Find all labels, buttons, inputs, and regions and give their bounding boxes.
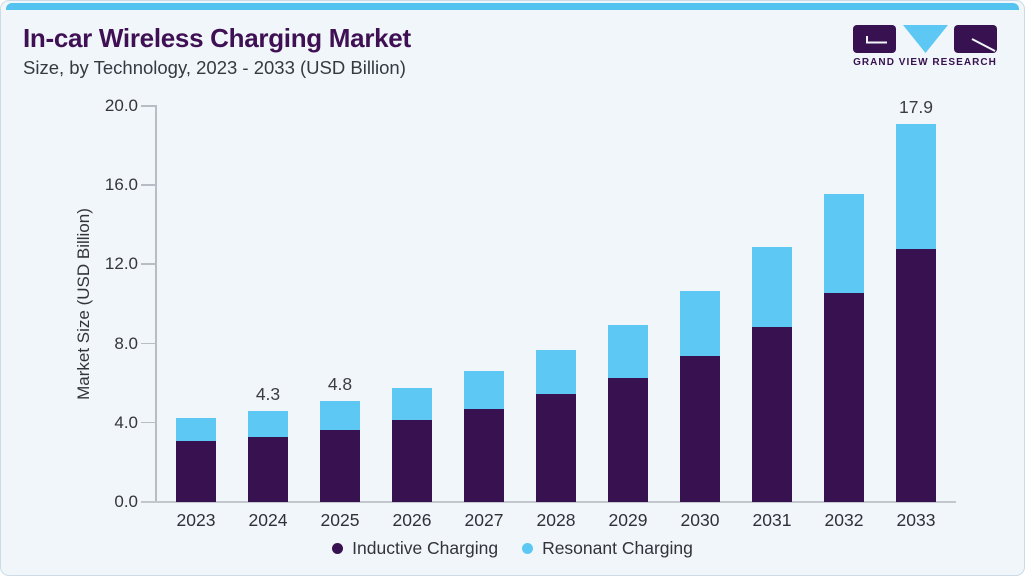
bar-segment-resonant-2033 (896, 124, 936, 249)
bar-segment-inductive-2031 (752, 326, 792, 502)
chart-legend: Inductive Charging Resonant Charging (1, 538, 1024, 559)
x-tick-label-2027: 2027 (464, 510, 504, 530)
x-tick-label-2028: 2028 (536, 510, 576, 530)
y-tick-mark (141, 184, 156, 186)
logo-g-block-icon (853, 25, 896, 53)
bar-segment-inductive-2030 (680, 356, 720, 502)
y-tick-label: 12.0 (104, 254, 138, 274)
y-tick-mark (141, 421, 156, 424)
legend-label: Resonant Charging (542, 538, 693, 558)
bar-total-label-2033: 17.9 (898, 97, 934, 118)
x-tick-label-2029: 2029 (608, 510, 648, 530)
page-subtitle: Size, by Technology, 2023 - 2033 (USD Bi… (23, 57, 406, 78)
bar-segment-resonant-2027 (464, 371, 504, 410)
gvr-logo: GRAND VIEW RESEARCH (853, 25, 997, 68)
bar-segment-resonant-2025 (320, 400, 360, 431)
logo-v-triangle-icon (902, 25, 948, 53)
x-tick-label-2031: 2031 (752, 510, 792, 530)
bar-segment-resonant-2028 (536, 350, 576, 395)
y-tick-mark (141, 342, 156, 345)
bar-segment-inductive-2025 (320, 430, 360, 502)
x-tick-label-2023: 2023 (176, 510, 216, 530)
x-tick-label-2025: 2025 (320, 510, 360, 530)
bar-segment-resonant-2029 (608, 324, 648, 378)
bar-segment-inductive-2027 (464, 409, 504, 502)
legend-item: Inductive Charging (332, 538, 498, 559)
bar-total-label-2025: 4.8 (327, 373, 353, 394)
y-axis-title: Market Size (USD Billion) (74, 208, 93, 400)
legend-item: Resonant Charging (522, 538, 693, 559)
bar-segment-inductive-2029 (608, 377, 648, 502)
x-tick-label-2032: 2032 (824, 510, 864, 530)
x-tick-label-2026: 2026 (392, 510, 432, 530)
bar-total-label-2024: 4.3 (255, 384, 281, 405)
legend-swatch-icon (332, 543, 344, 554)
y-tick-label: 8.0 (114, 333, 138, 353)
x-tick-label-2030: 2030 (680, 510, 720, 530)
x-axis-line (141, 501, 956, 503)
logo-wordmark: GRAND VIEW RESEARCH (853, 57, 997, 68)
top-accent-bar (6, 3, 1019, 10)
bar-segment-inductive-2033 (896, 248, 936, 502)
bar-segment-resonant-2030 (680, 291, 720, 357)
y-tick-label: 4.0 (114, 412, 138, 432)
y-tick-mark (141, 105, 156, 107)
page-title: In-car Wireless Charging Market (23, 23, 411, 53)
x-tick-label-2033: 2033 (896, 510, 936, 530)
bar-segment-inductive-2024 (248, 436, 288, 502)
y-tick-label: 20.0 (104, 96, 138, 115)
bar-segment-resonant-2024 (248, 411, 288, 437)
legend-swatch-icon (522, 543, 534, 554)
gvr-logo-marks (853, 25, 997, 53)
bar-segment-resonant-2023 (176, 417, 216, 441)
y-tick-mark (141, 263, 156, 265)
y-tick-label: 0.0 (114, 492, 138, 511)
bar-segment-resonant-2031 (752, 246, 792, 327)
y-axis-line (155, 105, 157, 502)
bar-segment-inductive-2026 (392, 419, 432, 502)
y-tick-label: 16.0 (104, 175, 138, 195)
bar-segment-inductive-2023 (176, 440, 216, 502)
legend-label: Inductive Charging (352, 538, 499, 558)
logo-r-block-icon (954, 25, 997, 53)
bar-segment-resonant-2026 (392, 388, 432, 420)
bar-segment-resonant-2032 (824, 193, 864, 294)
bar-segment-inductive-2028 (536, 394, 576, 502)
bar-segment-inductive-2032 (824, 293, 864, 502)
x-tick-label-2024: 2024 (248, 510, 288, 530)
